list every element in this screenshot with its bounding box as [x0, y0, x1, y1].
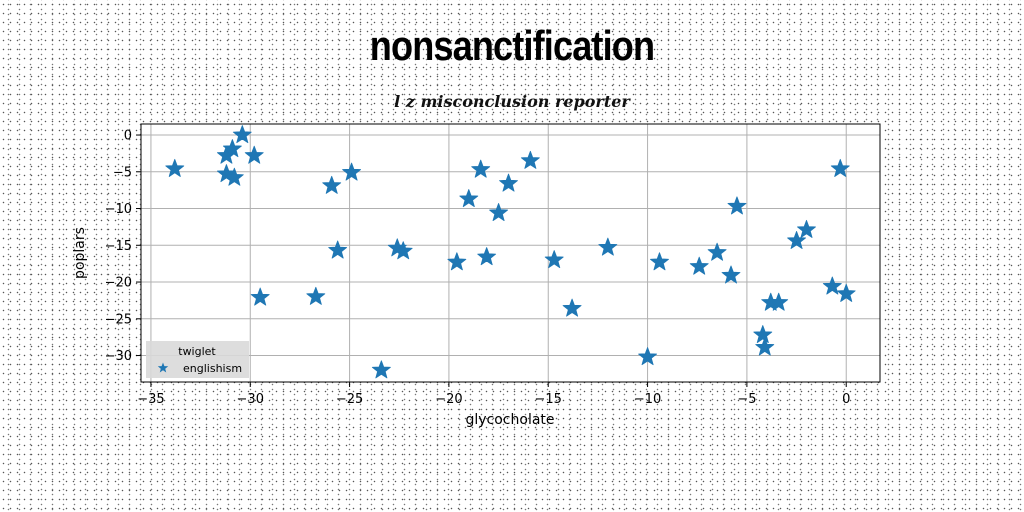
data-points: [165, 125, 856, 379]
data-point-star: [224, 167, 244, 186]
data-point-star: [769, 292, 789, 311]
data-point-star: [689, 256, 709, 275]
y-tick-label: −10: [105, 202, 132, 217]
plot-area-background: [141, 124, 880, 382]
data-point-star: [489, 203, 509, 222]
data-point-star: [165, 158, 185, 177]
data-point-star: [393, 241, 413, 260]
data-point-star: [459, 189, 479, 208]
data-point-star: [232, 125, 252, 144]
x-tick-label: −10: [634, 392, 661, 407]
data-point-star: [222, 139, 242, 158]
data-point-star: [727, 196, 747, 215]
axis-ticks: −35 −30 −25 −20 −15 −10 −5 0 0 −5 −10 −15 −20 −25 −30: [105, 129, 851, 407]
x-axis-label: glycocholate: [465, 412, 554, 428]
grid-lines: [141, 124, 880, 382]
legend: twiglet englishism: [146, 341, 249, 378]
legend-box: [146, 341, 249, 378]
data-point-star: [371, 360, 391, 379]
data-point-star: [447, 252, 467, 271]
legend-title: twiglet: [178, 345, 216, 358]
data-point-star: [499, 173, 518, 192]
x-tick-label: 0: [842, 392, 850, 407]
data-point-star: [562, 298, 582, 317]
legend-label: englishism: [183, 362, 242, 375]
y-tick-label: −20: [105, 276, 132, 291]
y-tick-label: −25: [105, 312, 132, 327]
data-point-star: [836, 283, 856, 302]
data-point-star: [471, 159, 491, 178]
x-tick-label: −5: [737, 392, 756, 407]
data-point-star: [328, 240, 348, 259]
x-tick-label: −25: [336, 392, 363, 407]
legend-marker-star: [157, 362, 169, 373]
data-point-star: [753, 325, 773, 344]
data-point-star: [520, 150, 540, 169]
data-point-star: [250, 287, 270, 306]
x-tick-label: −20: [435, 392, 462, 407]
y-tick-label: −30: [105, 349, 132, 364]
data-point-star: [638, 347, 658, 366]
data-point-star: [306, 286, 326, 305]
data-point-star: [598, 237, 618, 256]
data-point-star: [244, 145, 264, 164]
legend-star-icon: [157, 362, 169, 373]
data-point-star: [822, 276, 842, 295]
x-tick-label: −30: [237, 392, 264, 407]
data-point-star: [797, 219, 816, 238]
x-tick-label: −35: [137, 392, 164, 407]
data-point-star: [721, 265, 741, 284]
y-tick-label: −5: [113, 165, 132, 180]
data-point-star: [477, 247, 497, 266]
y-axis-label: poplars: [72, 227, 88, 279]
plot-frame: [140, 123, 881, 383]
y-tick-label: −15: [105, 239, 132, 254]
data-point-star: [544, 250, 564, 269]
chart-subtitle: l z misconclusion reporter: [394, 92, 630, 111]
data-point-star: [322, 175, 342, 194]
data-point-star: [707, 242, 727, 261]
x-tick-label: −15: [535, 392, 562, 407]
data-point-star: [650, 252, 669, 271]
data-point-star: [787, 230, 806, 249]
data-point-star: [342, 162, 362, 181]
data-point-star: [830, 158, 850, 177]
chart-title: nonsanctification: [369, 22, 655, 69]
data-point-star: [755, 337, 775, 356]
y-tick-label: 0: [124, 129, 132, 144]
